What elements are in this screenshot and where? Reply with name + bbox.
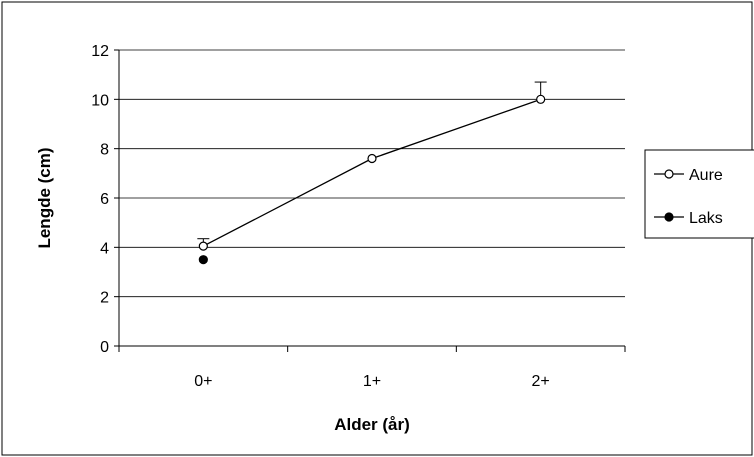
series-aure [197, 81, 547, 251]
y-tick-label: 0 [100, 339, 109, 356]
data-point-aure [536, 94, 546, 104]
legend-label-aure: Aure [689, 167, 723, 184]
axes: 0 2 4 6 8 10 12 0+ 1+ 2+ [91, 43, 626, 390]
y-tick-label: 12 [91, 43, 109, 60]
x-tick-label: 1+ [363, 373, 381, 390]
legend-entry-aure: Aure [654, 167, 723, 184]
y-tick-label: 8 [100, 142, 109, 159]
data-point-aure [367, 153, 377, 164]
y-tick-label: 2 [100, 290, 109, 307]
x-axis-title: Alder (år) [334, 415, 410, 434]
y-tick-label: 6 [100, 191, 109, 208]
series-laks [198, 255, 208, 265]
y-axis-title: Lengde (cm) [35, 147, 54, 248]
y-tick-label: 4 [100, 240, 109, 257]
legend: Aure Laks [644, 149, 754, 239]
legend-marker-laks [664, 212, 674, 222]
series [197, 81, 547, 265]
legend-box [644, 149, 754, 239]
y-tick-label: 10 [91, 92, 109, 109]
legend-label-laks: Laks [689, 210, 723, 227]
legend-entry-laks: Laks [654, 210, 723, 227]
data-point-laks [198, 255, 208, 265]
data-point-aure [198, 241, 208, 251]
legend-marker-aure [664, 169, 674, 179]
x-tick-label: 2+ [532, 373, 550, 390]
x-tick-label: 0+ [194, 373, 212, 390]
